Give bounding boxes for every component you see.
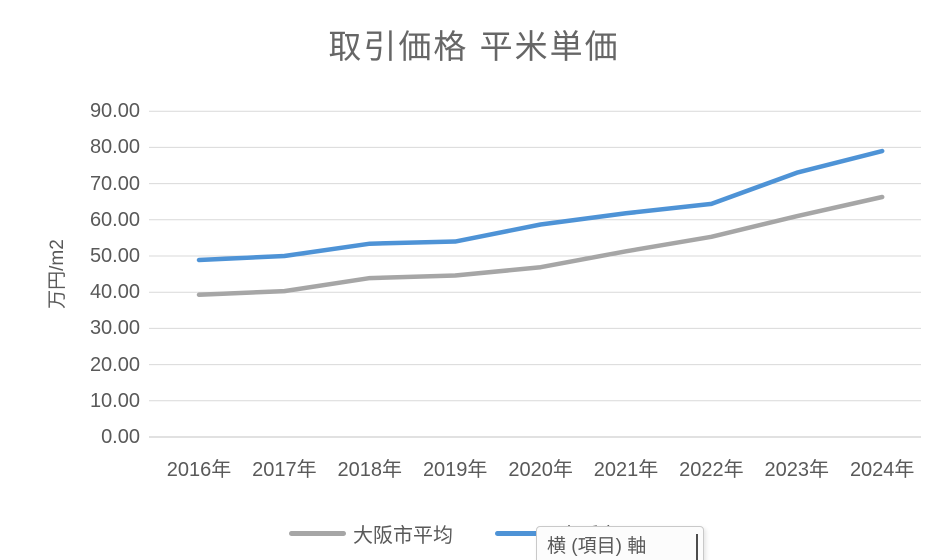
y-tick-label[interactable]: 90.00 xyxy=(89,100,140,123)
legend-line-swatch xyxy=(495,530,552,536)
legend-item-city-average[interactable]: 大阪市平均 xyxy=(289,519,453,548)
text-cursor-icon xyxy=(696,534,698,560)
y-tick-label[interactable]: 80.00 xyxy=(89,136,140,159)
y-tick-label[interactable]: 50.00 xyxy=(89,245,140,267)
series-line-nishi-ward[interactable] xyxy=(196,148,885,263)
series-line-city-average[interactable] xyxy=(196,194,885,297)
y-tick-label[interactable]: 0.00 xyxy=(101,426,140,448)
y-tick-label[interactable]: 40.00 xyxy=(89,281,140,304)
x-tick-label[interactable]: 2016年 xyxy=(166,459,232,481)
x-tick-label[interactable]: 2017年 xyxy=(252,459,317,481)
y-tick-label[interactable]: 20.00 xyxy=(89,353,140,376)
y-tick-label[interactable]: 30.00 xyxy=(89,317,140,340)
x-tick-label[interactable]: 2021年 xyxy=(593,459,659,481)
x-tick-label[interactable]: 2023年 xyxy=(764,459,830,481)
legend-line-swatch xyxy=(289,530,346,536)
chart-title[interactable]: 取引価格 平米単価 xyxy=(328,28,620,65)
legend[interactable]: 大阪市平均大阪市西区 xyxy=(0,518,948,548)
y-tick-label[interactable]: 70.00 xyxy=(89,172,140,195)
x-tick-label[interactable]: 2024年 xyxy=(849,459,915,481)
x-tick-label[interactable]: 2019年 xyxy=(422,459,488,481)
x-tick-label[interactable]: 2022年 xyxy=(679,459,744,481)
x-tick-label[interactable]: 2018年 xyxy=(337,459,403,481)
y-tick-label[interactable]: 10.00 xyxy=(89,389,140,412)
x-tick-label[interactable]: 2020年 xyxy=(508,459,573,481)
y-axis-title[interactable]: 万円/m2 xyxy=(47,239,68,309)
category-axis-tooltip-label: 横 (項目) 軸 xyxy=(547,536,647,557)
category-axis-tooltip: 横 (項目) 軸 xyxy=(536,526,704,560)
y-tick-label[interactable]: 60.00 xyxy=(89,208,140,231)
legend-label: 大阪市平均 xyxy=(353,524,453,547)
